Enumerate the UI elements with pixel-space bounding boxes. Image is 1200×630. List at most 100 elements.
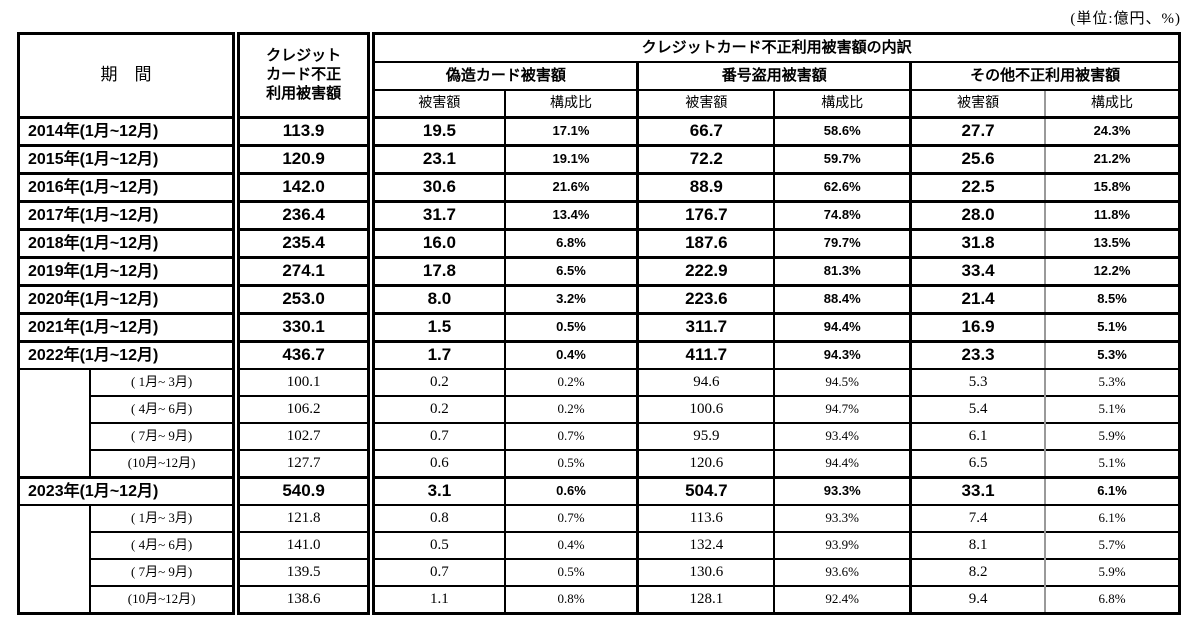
period-indent (18, 396, 92, 423)
total-amount-cell: 235.4 (235, 228, 376, 259)
total-amount-cell: 100.1 (235, 368, 376, 396)
other-ratio-cell: 11.8% (1045, 200, 1180, 231)
period-label: (10月~12月) (90, 449, 240, 478)
other-ratio-cell: 6.1% (1045, 504, 1180, 532)
period-label: (10月~12月) (90, 585, 240, 614)
total-amount-cell: 253.0 (235, 284, 376, 315)
period-indent (18, 450, 92, 478)
counterfeit-amount-cell: 0.7 (371, 558, 506, 586)
table-row: (10月~12月) 138.6 1.1 0.8% 128.1 92.4% 9.4 6.8% (18, 585, 1180, 614)
header-row-groups: 偽造カード被害額 番号盗用被害額 その他不正利用被害額 (19, 62, 1180, 91)
counterfeit-amount-cell: 0.5 (371, 531, 506, 559)
other-ratio-cell: 21.2% (1045, 144, 1180, 175)
total-amount-cell: 330.1 (235, 312, 376, 343)
stolen-amount-cell: 95.9 (637, 422, 776, 450)
other-amount-cell: 23.3 (910, 340, 1047, 370)
counterfeit-ratio-cell: 3.2% (504, 284, 640, 315)
stolen-ratio-cell: 93.9% (774, 531, 913, 559)
period-label: 2015年(1月~12月) (18, 144, 240, 175)
stolen-ratio-cell: 93.4% (774, 422, 913, 450)
stolen-ratio-cell: 62.6% (774, 172, 913, 203)
total-amount-cell: 142.0 (235, 172, 376, 203)
counterfeit-ratio-cell: 0.4% (504, 340, 640, 370)
other-ratio-cell: 5.9% (1045, 422, 1180, 450)
counterfeit-ratio-cell: 0.2% (504, 395, 640, 423)
other-ratio-cell: 5.3% (1045, 340, 1180, 370)
counterfeit-amount-cell: 23.1 (371, 144, 506, 175)
stolen-amount-cell: 132.4 (637, 531, 776, 559)
stolen-ratio-cell: 59.7% (774, 144, 913, 175)
counterfeit-amount-cell: 0.7 (371, 422, 506, 450)
counterfeit-ratio-cell: 0.4% (504, 531, 640, 559)
total-amount-cell: 436.7 (235, 340, 376, 370)
period-label: 2014年(1月~12月) (18, 116, 240, 147)
stolen-amount-cell: 94.6 (637, 368, 776, 396)
period-indent (18, 505, 92, 532)
period-label: ( 7月~ 9月) (90, 558, 240, 586)
table-row: ( 4月~ 6月) 141.0 0.5 0.4% 132.4 93.9% 8.1 5.7% (18, 531, 1180, 559)
other-ratio-cell: 5.3% (1045, 368, 1180, 396)
table-row: ( 1月~ 3月) 121.8 0.8 0.7% 113.6 93.3% 7.4 6.1% (18, 504, 1180, 532)
table-body: 2014年(1月~12月) 113.9 19.5 17.1% 66.7 58.6% 27.7… (18, 116, 1180, 614)
other-ratio-cell: 6.8% (1045, 585, 1180, 614)
other-amount-cell: 8.1 (910, 531, 1047, 559)
period-label: ( 1月~ 3月) (90, 504, 240, 532)
other-amount-cell: 6.5 (910, 449, 1047, 478)
header-group-stolen-number: 番号盗用被害額 (637, 62, 913, 91)
stolen-amount-cell: 128.1 (637, 585, 776, 614)
other-ratio-cell: 8.5% (1045, 284, 1180, 315)
stolen-ratio-cell: 93.3% (774, 476, 913, 506)
header-group-other: その他不正利用被害額 (910, 62, 1180, 91)
counterfeit-ratio-cell: 0.5% (504, 312, 640, 343)
stolen-ratio-cell: 58.6% (774, 116, 913, 147)
counterfeit-amount-cell: 30.6 (371, 172, 506, 203)
header-counterfeit-amount: 被害額 (371, 90, 506, 119)
stolen-ratio-cell: 79.7% (774, 228, 913, 259)
table-row: 2021年(1月~12月) 330.1 1.5 0.5% 311.7 94.4% 16.9 5… (18, 312, 1180, 343)
other-ratio-cell: 5.1% (1045, 312, 1180, 343)
counterfeit-amount-cell: 0.2 (371, 368, 506, 396)
header-row-subcolumns: 被害額 構成比 被害額 構成比 被害額 構成比 (19, 90, 1180, 119)
total-amount-cell: 102.7 (235, 422, 376, 450)
counterfeit-amount-cell: 0.6 (371, 449, 506, 478)
header-breakdown-title: クレジットカード不正利用被害額の内訳 (371, 33, 1180, 63)
table-row: 2019年(1月~12月) 274.1 17.8 6.5% 222.9 81.3% 33.4… (18, 256, 1180, 287)
page: (単位:億円、%) 期 間 クレジット カード不正 利用被害額 クレジットカード… (17, 0, 1181, 615)
other-ratio-cell: 5.7% (1045, 531, 1180, 559)
stolen-amount-cell: 222.9 (637, 256, 776, 287)
stolen-ratio-cell: 94.3% (774, 340, 913, 370)
total-amount-cell: 139.5 (235, 558, 376, 586)
counterfeit-amount-cell: 31.7 (371, 200, 506, 231)
period-label: 2021年(1月~12月) (18, 312, 240, 343)
counterfeit-ratio-cell: 13.4% (504, 200, 640, 231)
stolen-ratio-cell: 93.3% (774, 504, 913, 532)
counterfeit-ratio-cell: 0.5% (504, 558, 640, 586)
period-label: ( 4月~ 6月) (90, 395, 240, 423)
period-label: ( 7月~ 9月) (90, 422, 240, 450)
stolen-amount-cell: 223.6 (637, 284, 776, 315)
counterfeit-ratio-cell: 0.6% (504, 476, 640, 506)
period-label: 2017年(1月~12月) (18, 200, 240, 231)
period-indent (18, 532, 92, 559)
stolen-ratio-cell: 88.4% (774, 284, 913, 315)
counterfeit-amount-cell: 0.2 (371, 395, 506, 423)
counterfeit-amount-cell: 16.0 (371, 228, 506, 259)
total-amount-cell: 106.2 (235, 395, 376, 423)
header-stolen-amount: 被害額 (637, 90, 776, 119)
counterfeit-ratio-cell: 6.8% (504, 228, 640, 259)
stolen-ratio-cell: 94.5% (774, 368, 913, 396)
counterfeit-ratio-cell: 0.2% (504, 368, 640, 396)
counterfeit-amount-cell: 3.1 (371, 476, 506, 506)
period-label: 2022年(1月~12月) (18, 340, 240, 370)
period-indent (18, 559, 92, 586)
table-row: ( 7月~ 9月) 102.7 0.7 0.7% 95.9 93.4% 6.1 5.9% (18, 422, 1180, 450)
total-amount-cell: 120.9 (235, 144, 376, 175)
stolen-ratio-cell: 94.7% (774, 395, 913, 423)
table-header: 期 間 クレジット カード不正 利用被害額 クレジットカード不正利用被害額の内訳… (18, 33, 1180, 119)
counterfeit-amount-cell: 1.7 (371, 340, 506, 370)
total-amount-cell: 138.6 (235, 585, 376, 614)
stolen-ratio-cell: 93.6% (774, 558, 913, 586)
table-row: ( 1月~ 3月) 100.1 0.2 0.2% 94.6 94.5% 5.3 5.3% (18, 368, 1180, 396)
other-ratio-cell: 5.1% (1045, 395, 1180, 423)
stolen-amount-cell: 130.6 (637, 558, 776, 586)
